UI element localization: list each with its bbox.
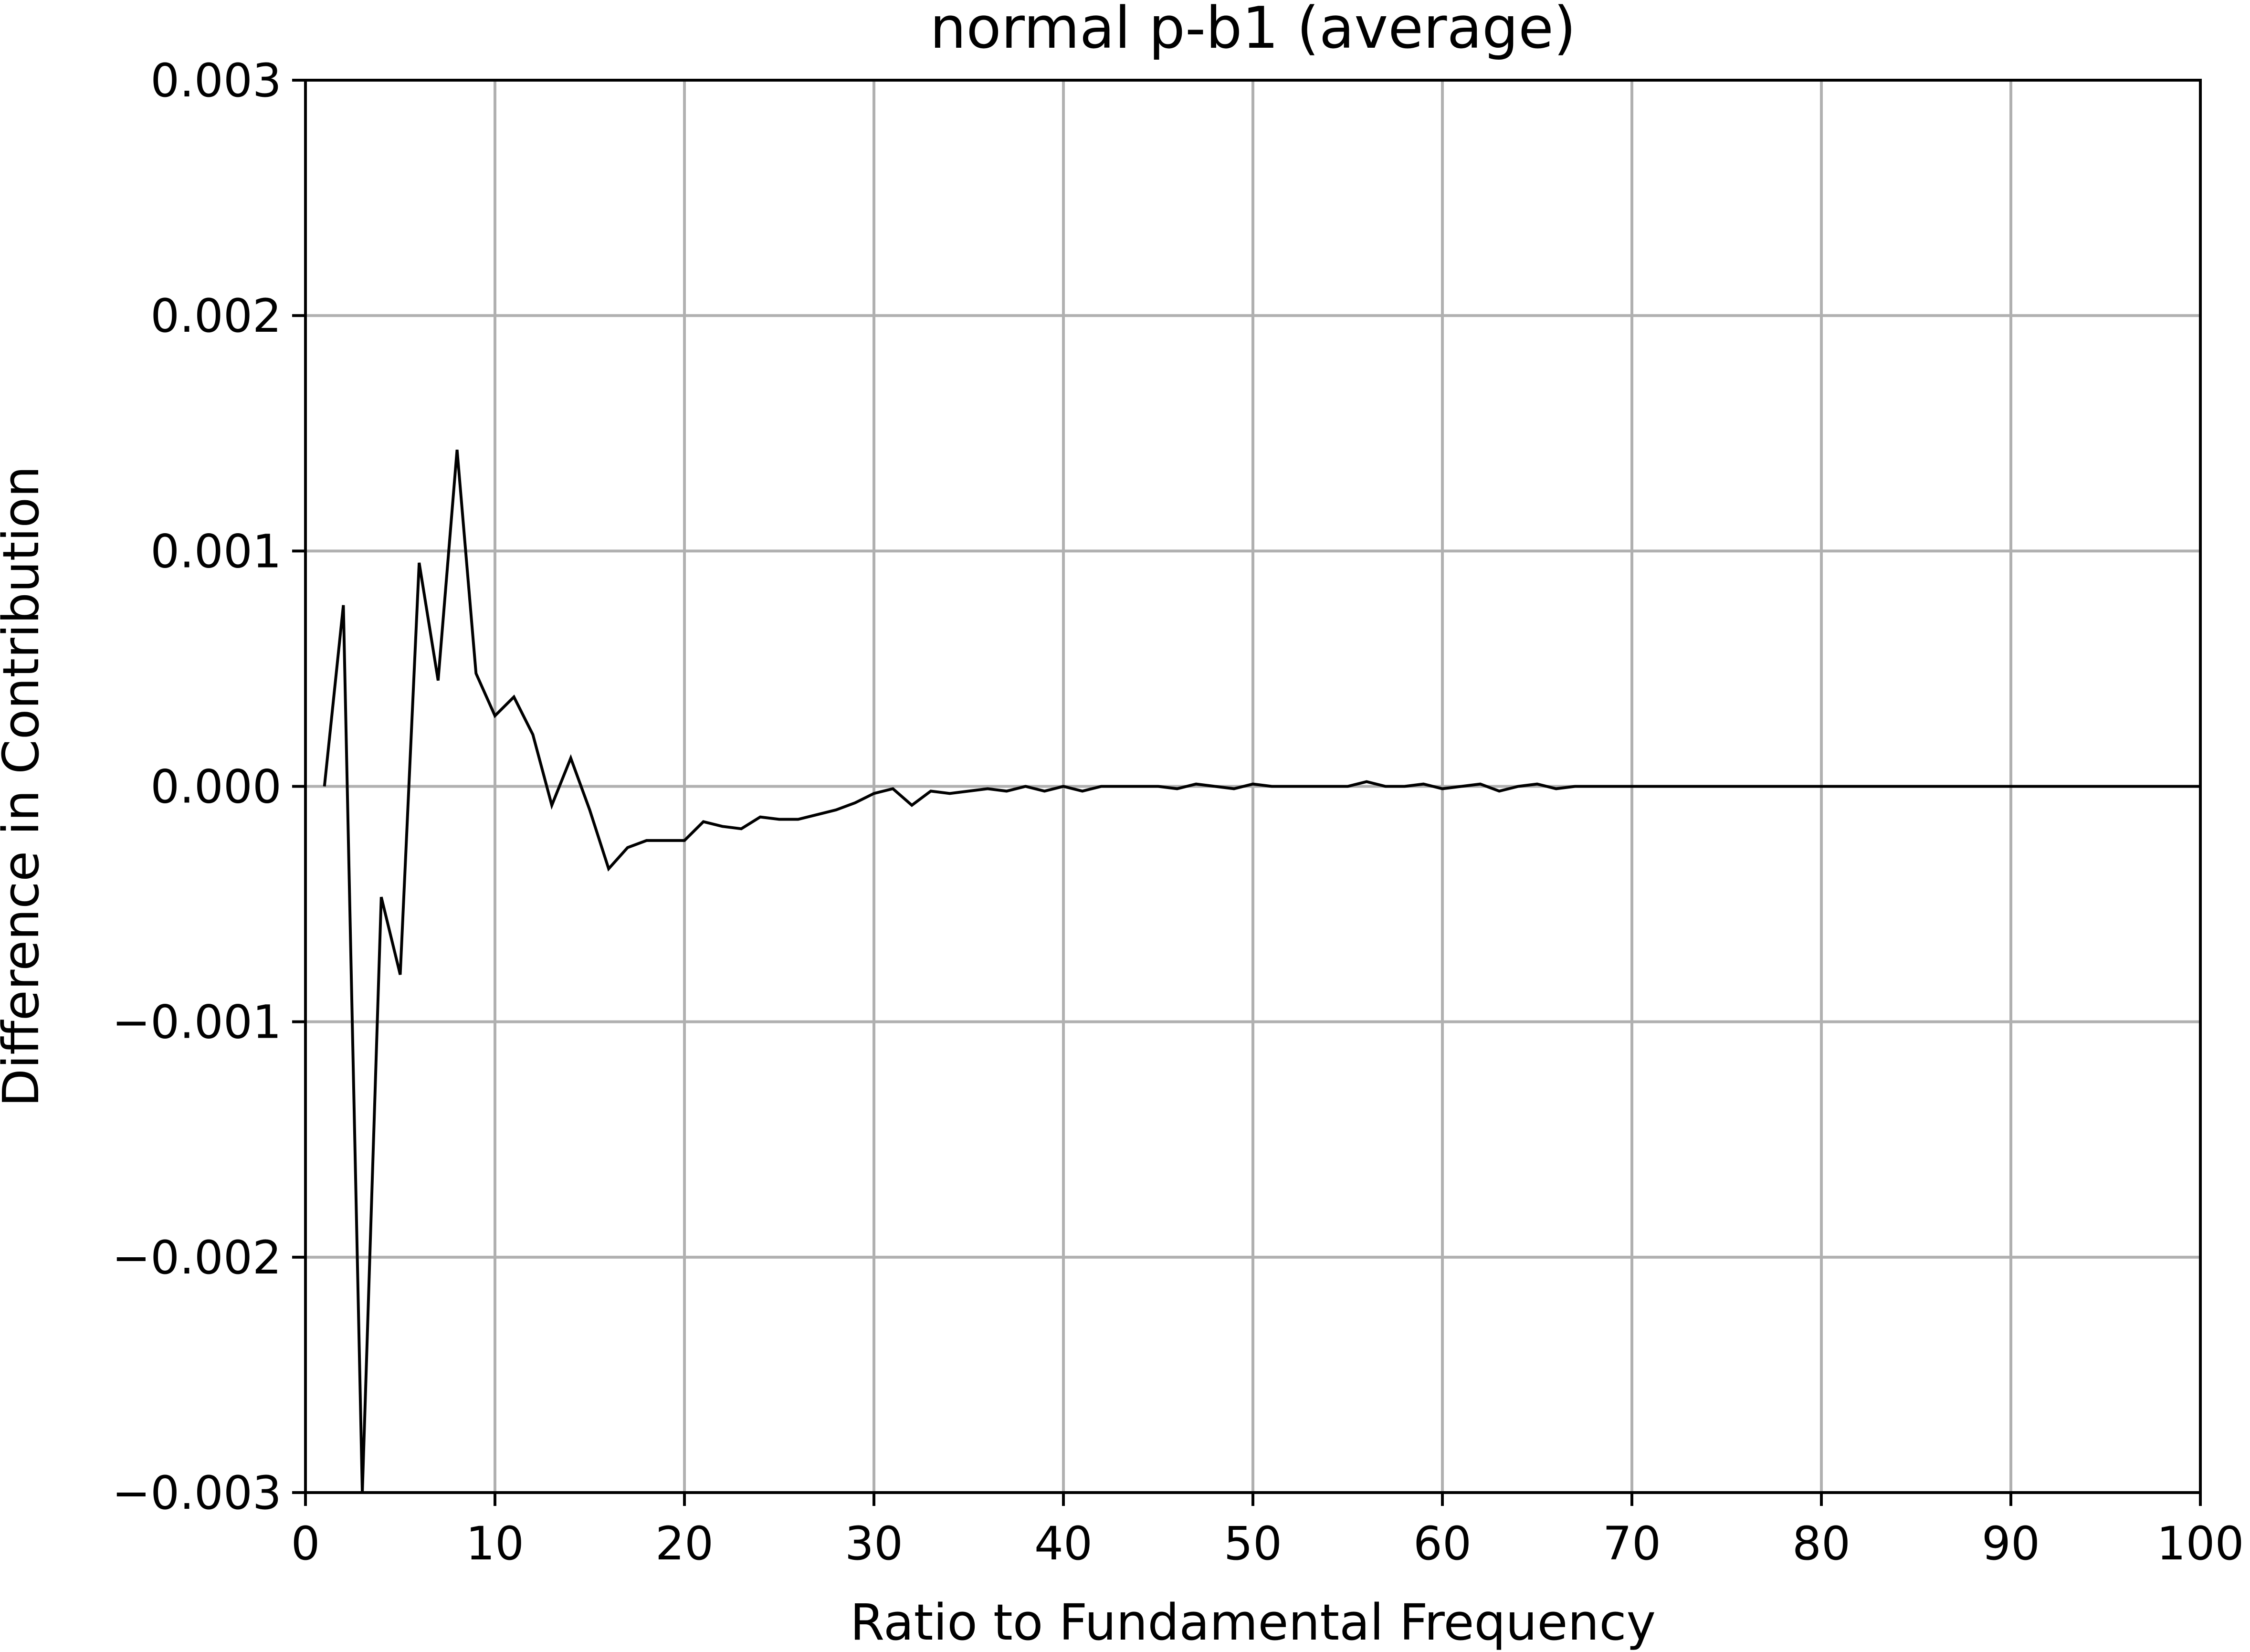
y-tick-label: 0.000 <box>150 760 282 814</box>
x-tick-label: 20 <box>655 1517 714 1570</box>
y-tick-label: 0.002 <box>150 289 282 343</box>
x-axis-title: Ratio to Fundamental Frequency <box>850 1593 1656 1652</box>
x-tick-label: 10 <box>466 1517 524 1570</box>
y-tick-label: −0.003 <box>112 1466 282 1520</box>
y-tick-label: 0.003 <box>150 54 282 107</box>
axis-ticks: 0 10 20 30 40 50 60 70 80 90 100 −0.003 −0.002 −0.001… <box>112 54 2244 1570</box>
x-tick-label: 80 <box>1792 1517 1850 1570</box>
x-tick-label: 50 <box>1224 1517 1282 1570</box>
data-layer <box>323 450 2200 1493</box>
x-tick-label: 40 <box>1034 1517 1093 1570</box>
x-tick-label: 30 <box>845 1517 903 1570</box>
y-tick-label: −0.001 <box>112 996 282 1049</box>
chart-title: normal p-b1 (average) <box>930 0 1576 62</box>
x-tick-label: 70 <box>1603 1517 1661 1570</box>
y-tick-label: 0.001 <box>150 525 282 578</box>
x-tick-label: 60 <box>1413 1517 1472 1570</box>
x-tick-label: 100 <box>2156 1517 2244 1570</box>
y-tick-label: −0.002 <box>112 1231 282 1284</box>
x-tick-label: 90 <box>1982 1517 2040 1570</box>
y-axis-title: Difference in Contribution <box>0 466 50 1107</box>
series-line <box>323 450 2200 1493</box>
x-tick-label: 0 <box>291 1517 320 1570</box>
